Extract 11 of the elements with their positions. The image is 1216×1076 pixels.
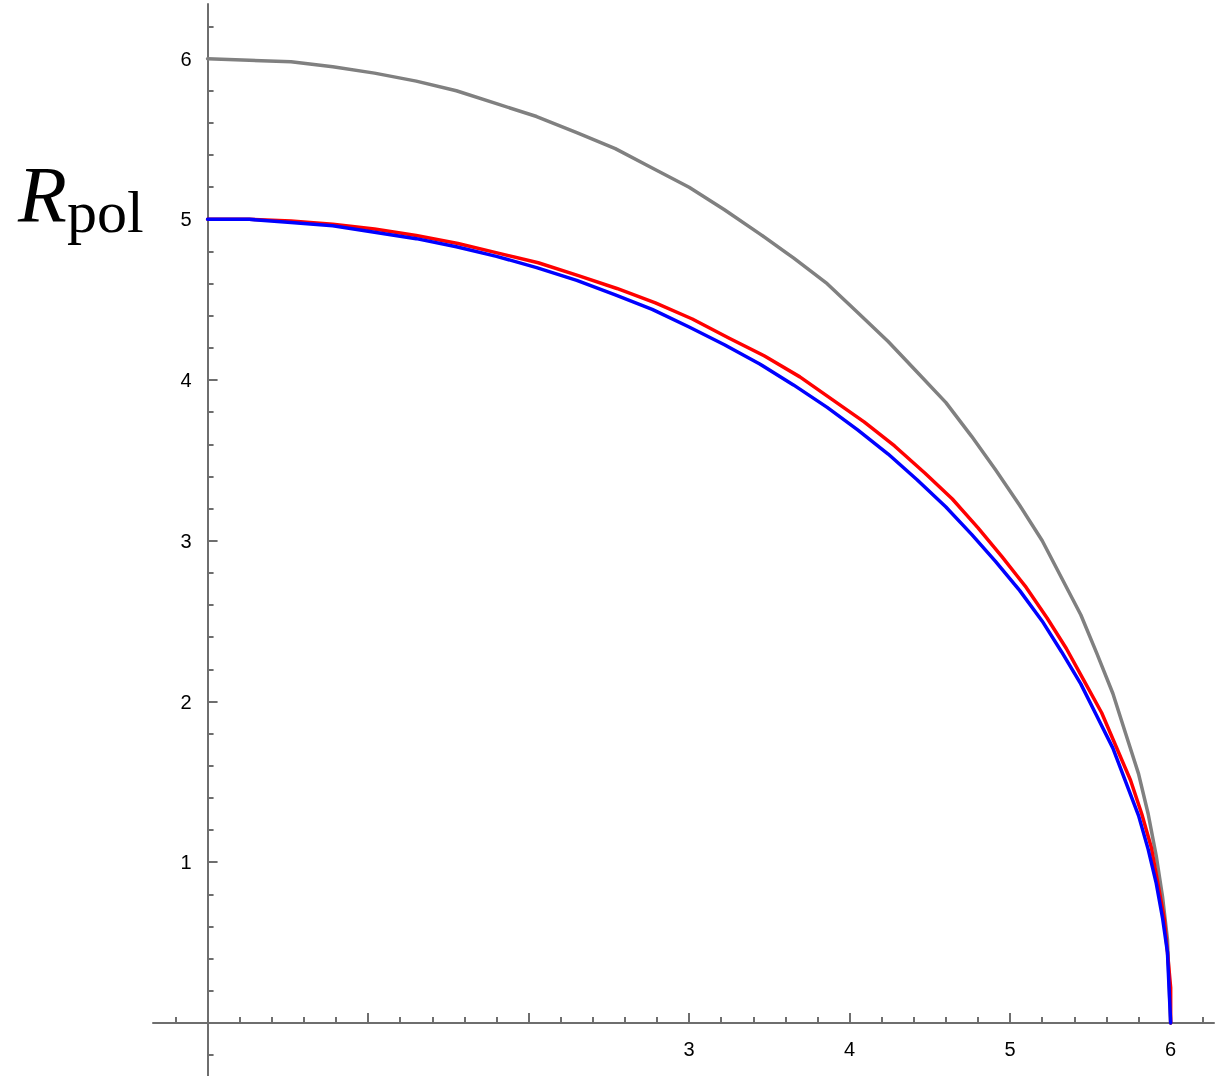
x-tick-label: 5 <box>1004 1037 1016 1060</box>
x-tick-label: 3 <box>683 1037 695 1060</box>
y-tick-label: 6 <box>180 47 192 70</box>
y-axis-title: R$_{pol}$ <box>18 151 144 245</box>
y-tick-label: 1 <box>180 851 192 874</box>
y-tick-label: 5 <box>180 208 192 231</box>
y-tick-label: 2 <box>180 690 192 713</box>
y-tick-label: 4 <box>180 369 192 392</box>
x-tick-label: 6 <box>1165 1037 1177 1060</box>
y-tick-label: 3 <box>180 529 192 552</box>
x-tick-label: 4 <box>844 1037 856 1060</box>
